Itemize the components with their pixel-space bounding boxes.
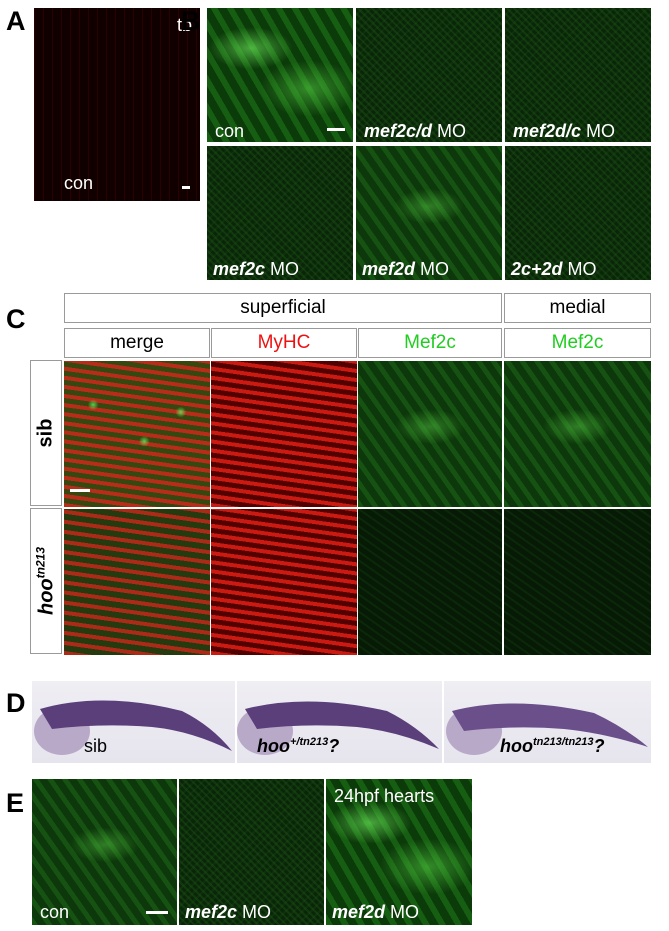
panel-e-mef2d-label: mef2d MO [332,902,420,922]
panel-d-sib-image: sib [32,681,235,763]
panel-label-d: D [6,688,26,718]
panel-d-hom-image: hootn213/tn213? [444,681,651,763]
scale-bar [182,186,190,189]
header-superficial: superficial [64,293,502,323]
panel-a-tb-label: tb [176,15,192,35]
panel-c-sib-mef2c-medial-image [504,361,651,507]
header-mef2c-superficial: Mef2c [358,328,502,358]
embryo-het [237,701,439,755]
panel-e-mef2c-image: mef2c MO [179,779,324,925]
panel-d-sib-label: sib [84,736,108,756]
panel-b-mef2d-image: mef2d MO [356,146,502,280]
panel-c-sib-merge-image [64,361,210,507]
panel-c-hoo-mef2c-medial-image [504,509,651,655]
panel-a-con-label: con [64,173,94,193]
scale-bar [70,489,90,492]
panel-b-mef2cd-image: mef2c/d MO [356,8,502,142]
header-medial: medial [504,293,651,323]
panel-e-mef2d-image: 24hpf hearts mef2d MO [326,779,472,925]
panel-label-e: E [6,788,25,818]
panel-d-het-image: hoo+/tn213? [237,681,442,763]
panel-c-sib-mef2c-superficial-image [358,361,502,507]
panel-a-image: tb con [34,8,200,201]
row-label-sib-text: sib [34,418,57,448]
header-myhc: MyHC [211,328,357,358]
panel-b-con-label: con [215,121,245,141]
panel-c-hoo-merge-image [64,509,210,655]
panel-label-c: C [6,304,26,334]
scale-bar [327,128,345,131]
panel-d-het-label: hoo+/tn213? [257,736,340,756]
panel-c-sib-myhc-image [211,361,357,507]
panel-c-hoo-myhc-image [211,509,357,655]
panel-label-a: A [6,6,26,36]
panel-e-con-label: con [40,902,70,922]
panel-e-con-image: con [32,779,177,925]
panel-b-mef2dc-label: mef2d/c MO [513,121,616,141]
panel-b-mef2c-label: mef2c MO [213,259,300,279]
panel-b-2c2d-image: 2c+2d MO [505,146,651,280]
panel-d-hom-label: hootn213/tn213? [500,736,605,756]
header-mef2c-medial: Mef2c [504,328,651,358]
panel-e-mef2c-label: mef2c MO [185,902,272,922]
panel-b-mef2c-image: mef2c MO [207,146,353,280]
row-label-hoo-text: hootn213 [33,546,58,616]
row-label-sib: sib [30,360,62,506]
scale-bar [146,911,168,914]
panel-b-mef2dc-image: mef2d/c MO [505,8,651,142]
panel-label-b: B [181,6,201,36]
embryo-sib [34,700,232,755]
panel-b-2c2d-label: 2c+2d MO [511,259,597,279]
panel-c-hoo-mef2c-superficial-image [358,509,502,655]
row-label-hoo: hootn213 [30,508,62,654]
panel-b-mef2cd-label: mef2c/d MO [364,121,467,141]
panel-e-title: 24hpf hearts [334,786,435,806]
panel-b-con-image: con [207,8,353,142]
embryo-hom [446,703,648,755]
header-merge: merge [64,328,210,358]
panel-b-mef2d-label: mef2d MO [362,259,450,279]
